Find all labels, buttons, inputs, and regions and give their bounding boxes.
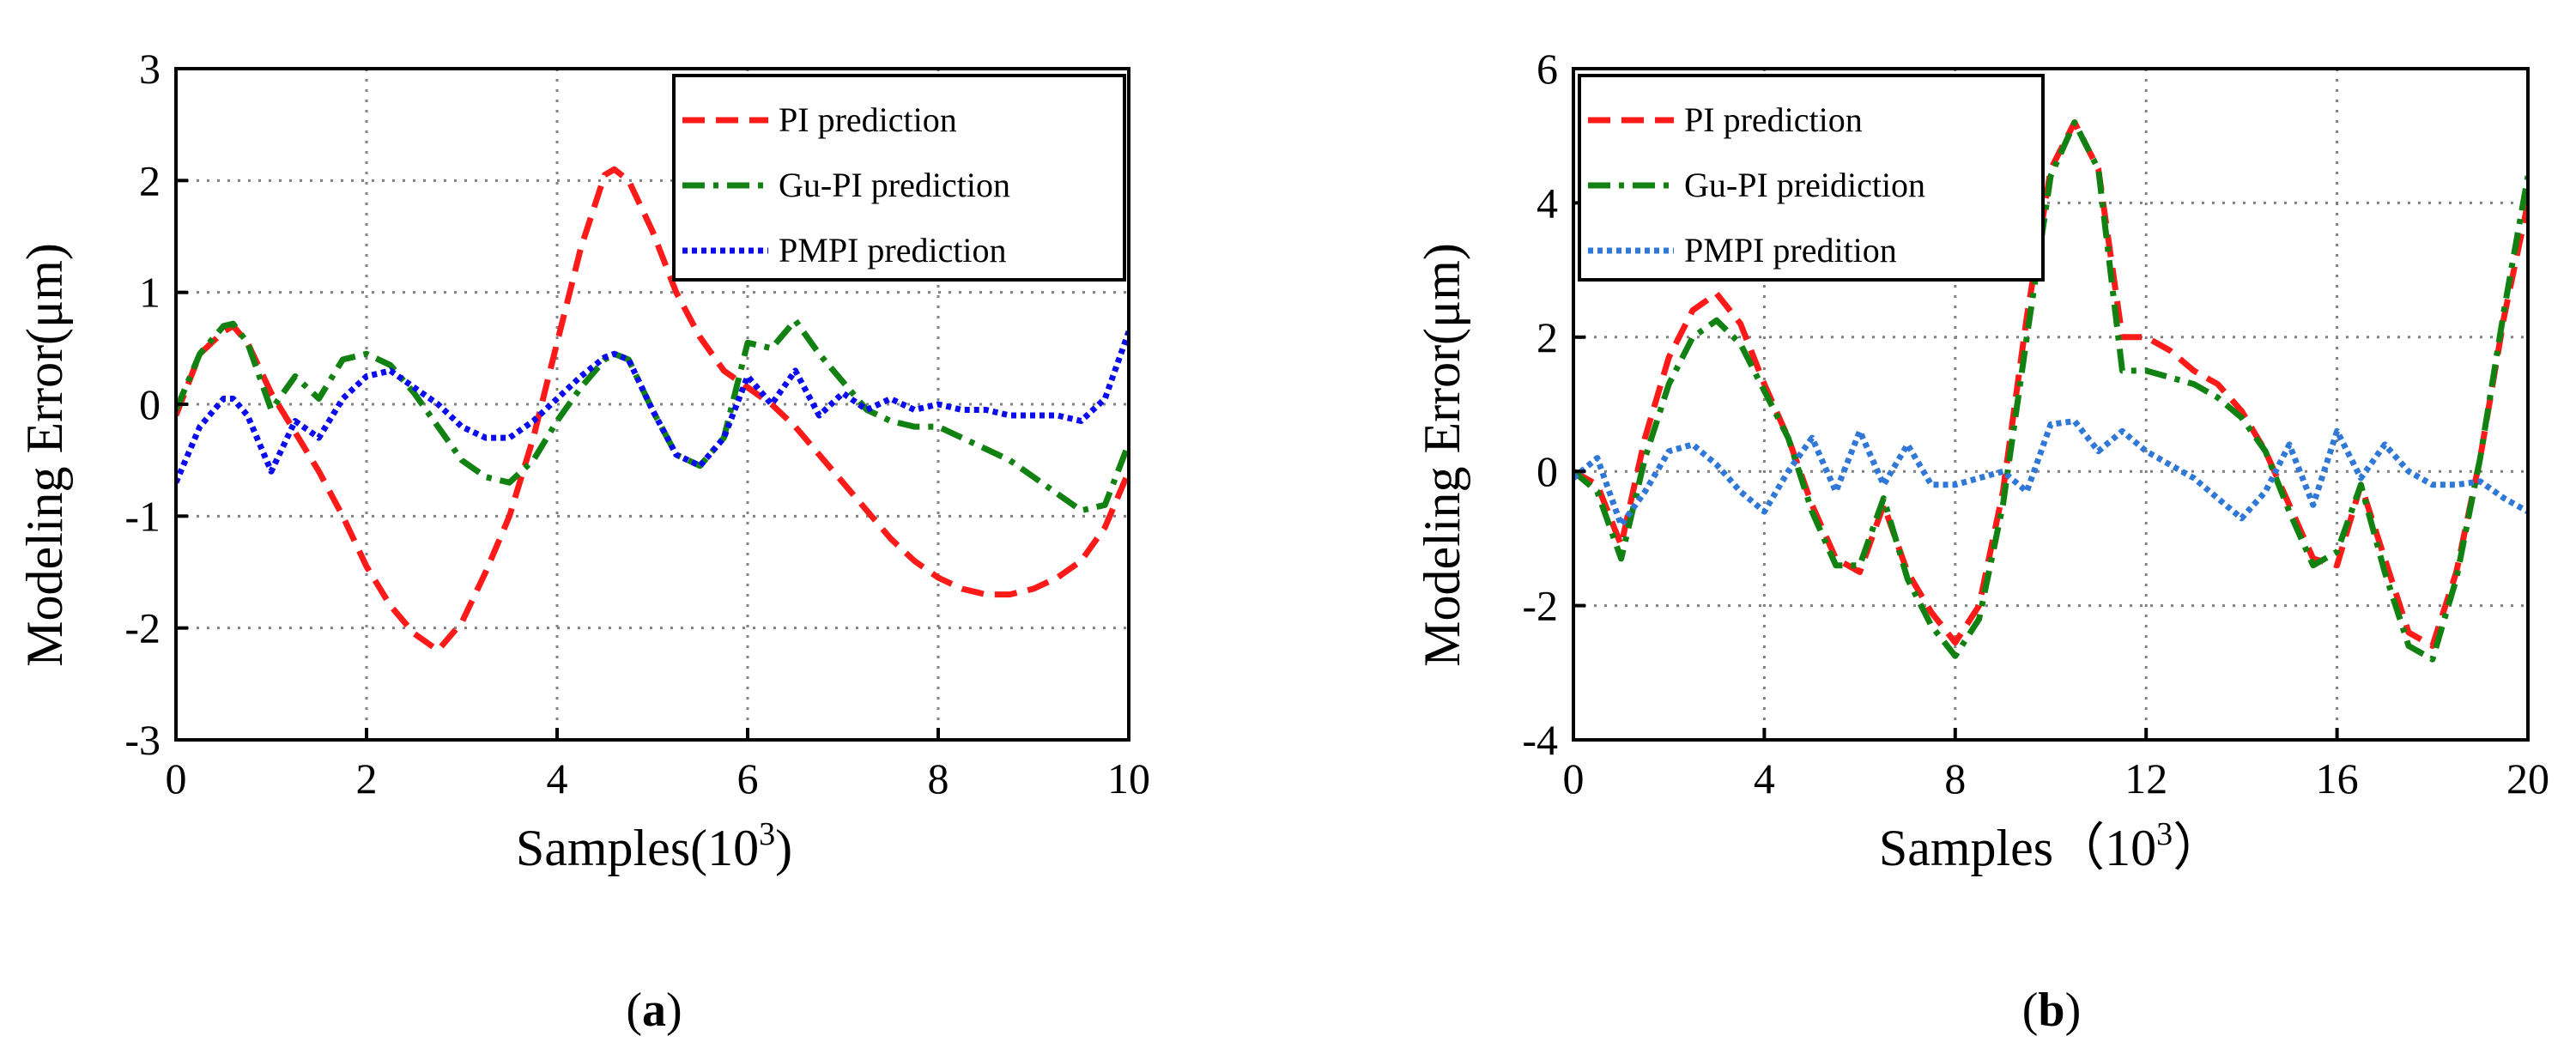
series-line-2 (176, 317, 1129, 514)
series-line-2 (1573, 119, 2528, 663)
x-tick-label: 0 (1563, 754, 1585, 803)
y-tick-label: 3 (139, 45, 161, 93)
x-tick-label: 0 (166, 754, 187, 803)
y-axis-label: Modeling Error(μm) (16, 243, 73, 667)
x-tick-label: 4 (547, 754, 568, 803)
plot-frame (1572, 67, 2530, 742)
y-tick-label: 2 (1537, 313, 1558, 361)
y-axis-label: Modeling Error(μm) (1414, 243, 1470, 667)
series-line-3 (1573, 418, 2528, 529)
y-tick-label: -4 (1522, 716, 1558, 764)
series-line-1 (176, 166, 1129, 654)
legend-label: PMPI predition (1684, 231, 1897, 270)
series-line-3 (176, 330, 1129, 484)
y-tick-label: 4 (1537, 179, 1558, 227)
x-axis-label-superscript: 3 (759, 816, 775, 852)
y-tick-label: 2 (139, 156, 161, 204)
y-tick-label: -1 (124, 492, 161, 540)
x-axis-label: Samples（103） (1879, 816, 2224, 876)
x-tick-label: 12 (2124, 754, 2167, 803)
panel-caption-a: (a) (626, 984, 682, 1037)
y-tick-label: 6 (1537, 45, 1558, 93)
legend-label: PMPI prediction (779, 231, 1007, 270)
x-axis-label-text: Samples(10 (516, 820, 759, 876)
x-tick-label: 20 (2506, 754, 2549, 803)
x-tick-label: 16 (2316, 754, 2359, 803)
x-tick-label: 4 (1754, 754, 1775, 803)
y-tick-label: -3 (124, 716, 161, 764)
y-tick-label: -2 (1522, 582, 1558, 630)
y-tick-label: 0 (1537, 447, 1558, 495)
x-axis-label-text: Samples（10 (1879, 820, 2156, 876)
panel-caption-b: (b) (2022, 984, 2081, 1037)
x-axis-label-superscript: 3 (2156, 816, 2173, 852)
legend-label: Gu-PI prediction (779, 166, 1010, 204)
panel-caption-letter: a (642, 984, 666, 1037)
y-tick-label: 0 (139, 380, 161, 428)
legend-label: PI prediction (1684, 100, 1863, 139)
legend-box (672, 74, 1126, 282)
x-axis-label-close: ) (775, 820, 792, 876)
x-tick-label: 8 (928, 754, 949, 803)
legend-box (1578, 74, 2045, 282)
y-tick-label: -2 (124, 604, 161, 652)
x-axis-label: Samples(103) (516, 816, 792, 876)
series-line-1 (1573, 119, 2528, 649)
x-tick-label: 2 (356, 754, 378, 803)
x-tick-label: 6 (737, 754, 759, 803)
legend-label: PI prediction (779, 100, 957, 139)
panel-caption-letter: b (2038, 984, 2064, 1037)
x-axis-label-close: ） (2173, 820, 2224, 876)
legend: PI prediction Gu-PI prediction PMPI predic… (672, 74, 1126, 282)
legend-label: Gu-PI preidiction (1684, 166, 1925, 204)
x-tick-label: 8 (1944, 754, 1966, 803)
chart-panel-b: Modeling Error(μm) Samples（103） (b) 0 4 8 1… (1414, 45, 2549, 1037)
y-tick-label: 1 (139, 269, 161, 317)
x-tick-label: 10 (1107, 754, 1150, 803)
legend: PI prediction Gu-PI preidiction PMPI predi… (1578, 74, 2045, 282)
